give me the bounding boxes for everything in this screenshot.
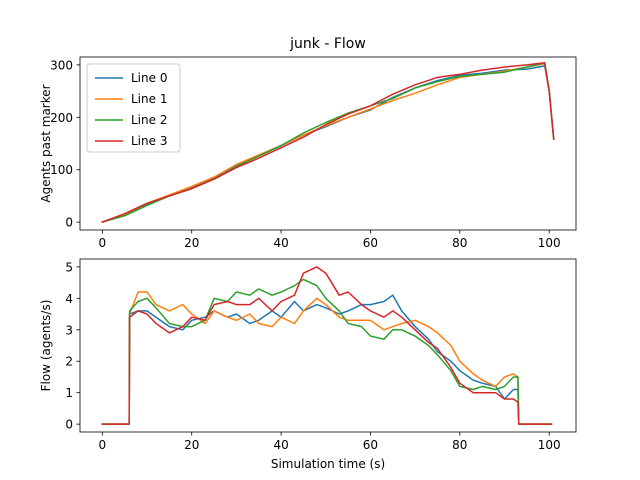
series-line-2 <box>101 278 553 425</box>
legend-box <box>86 63 181 153</box>
x-tick-label: 20 <box>184 438 199 452</box>
axes-frame <box>79 258 577 433</box>
x-axis-label: Simulation time (s) <box>271 457 385 471</box>
bottom-chart-flow: 0 20 40 60 80 100 0 1 2 3 4 5 Flow (agents/s) Simulat… <box>39 258 577 471</box>
y-tick-label: 3 <box>65 323 73 337</box>
y-tick-label: 200 <box>50 111 73 125</box>
x-tick-label: 60 <box>363 438 378 452</box>
legend-label: Line 1 <box>131 92 167 106</box>
y-axis-label: Agents past marker <box>39 84 53 202</box>
x-tick-label: 100 <box>538 236 561 250</box>
x-tick-label: 80 <box>452 438 467 452</box>
x-tick-label: 0 <box>99 438 107 452</box>
y-tick-label: 0 <box>65 216 73 230</box>
x-tick-label: 60 <box>363 236 378 250</box>
y-tick-label: 4 <box>65 292 73 306</box>
axes-frame <box>79 56 577 231</box>
y-tick-label: 1 <box>65 386 73 400</box>
y-tick-label: 300 <box>50 58 73 72</box>
series-line-3 <box>101 62 555 224</box>
series-line-3 <box>101 266 553 425</box>
x-tick-label: 40 <box>273 236 288 250</box>
x-tick-label: 0 <box>99 236 107 250</box>
y-tick-label: 5 <box>65 260 73 274</box>
legend-label: Line 2 <box>131 113 167 127</box>
legend-label: Line 3 <box>131 134 167 148</box>
legend-label: Line 0 <box>131 71 167 85</box>
top-chart-agents-past-marker: 0 20 40 60 80 100 0 100 200 300 Agents past marker… <box>39 56 577 250</box>
y-tick-label: 2 <box>65 355 73 369</box>
x-tick-label: 20 <box>184 236 199 250</box>
x-tick-label: 40 <box>273 438 288 452</box>
legend: Line 0 Line 1 Line 2 Line 3 <box>86 63 181 153</box>
y-axis-label: Flow (agents/s) <box>39 300 53 392</box>
x-tick-label: 100 <box>538 438 561 452</box>
y-tick-label: 0 <box>65 418 73 432</box>
y-tick-label: 100 <box>50 163 73 177</box>
x-tick-label: 80 <box>452 236 467 250</box>
series-line-1 <box>101 291 553 425</box>
chart-title: junk - Flow <box>289 36 366 52</box>
